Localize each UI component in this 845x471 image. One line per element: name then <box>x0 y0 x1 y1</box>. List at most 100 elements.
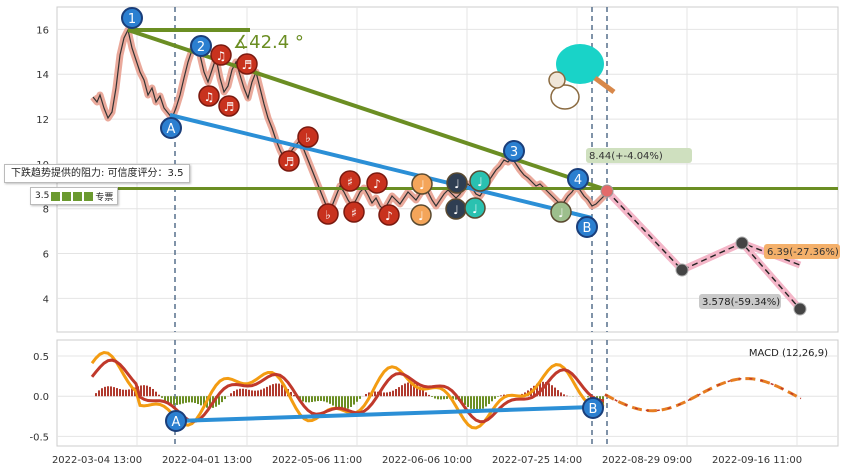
macd-histogram-bar <box>194 396 196 403</box>
macd-histogram-bar <box>182 396 184 404</box>
macd-histogram-bar <box>407 382 409 397</box>
macd-histogram-bar <box>404 383 406 397</box>
macd-histogram-bar <box>488 396 490 404</box>
note-marker-glyph: ♩ <box>472 202 478 216</box>
note-marker-icon <box>411 173 433 195</box>
note-marker-glyph: ♬ <box>242 58 253 72</box>
macd-histogram-bar <box>560 392 562 397</box>
macd-histogram-bar <box>389 391 391 397</box>
note-marker-icon <box>278 150 300 172</box>
macd-wave-label <box>582 397 604 419</box>
macd-histogram-bar <box>422 389 424 397</box>
macd-histogram-bar <box>446 396 448 399</box>
note-marker-icon <box>366 172 388 194</box>
macd-histogram-bar <box>476 396 478 411</box>
note-marker-glyph: ♫ <box>216 49 227 63</box>
macd-y-tick-label: -0.5 <box>29 432 49 443</box>
macd-histogram-bar <box>320 396 322 401</box>
macd-histogram-bar <box>233 391 235 397</box>
macd-histogram-bar <box>179 396 181 405</box>
macd-histogram-bar <box>587 396 589 398</box>
macd-histogram-bar <box>473 396 475 411</box>
macd-histogram-bar <box>113 387 115 397</box>
macd-histogram-bar <box>116 388 118 397</box>
macd-histogram-bar <box>443 396 445 400</box>
fan-handle-icon <box>593 75 616 95</box>
y-tick-label: 4 <box>43 294 49 305</box>
macd-histogram-bar <box>347 396 349 409</box>
macd-histogram-bar <box>545 382 547 397</box>
macd-histogram-bar <box>101 388 103 397</box>
projection-callout <box>699 294 781 309</box>
note-marker-glyph: ♩ <box>419 178 425 192</box>
projection-callout <box>764 244 840 259</box>
macd-histogram-bar <box>341 396 343 410</box>
macd-histogram-bar <box>419 386 421 397</box>
macd-histogram-bar <box>338 396 340 409</box>
macd-histogram-bar <box>173 396 175 405</box>
projection-callout <box>586 148 692 163</box>
macd-histogram-bar <box>185 396 187 403</box>
macd-histogram-bar <box>491 396 493 402</box>
y-tick-label: 12 <box>36 115 49 126</box>
macd-wave-label-text: A <box>172 415 181 430</box>
macd-histogram-bar <box>500 395 502 397</box>
macd-histogram-bar <box>290 391 292 397</box>
fan-icon <box>556 44 604 84</box>
macd-histogram-bar <box>302 396 304 402</box>
macd-histogram-bar <box>434 396 436 399</box>
note-marker-icon <box>236 53 258 75</box>
macd-histogram-bar <box>461 396 463 403</box>
wave-label <box>576 216 598 238</box>
macd-histogram-bar <box>176 396 178 405</box>
macd-histogram-bar <box>218 396 220 405</box>
projection-point <box>675 263 689 277</box>
macd-histogram-bar <box>242 388 244 397</box>
macd-histogram-bar <box>428 394 430 397</box>
note-marker-icon <box>446 172 468 194</box>
macd-histogram-bar <box>272 384 274 397</box>
macd-histogram-bar <box>554 387 556 397</box>
note-marker-glyph: ♪ <box>385 209 393 223</box>
macd-histogram-bar <box>107 386 109 397</box>
note-marker-icon <box>297 126 319 148</box>
macd-title: MACD (12,26,9) <box>749 348 828 359</box>
macd-histogram-bar <box>380 392 382 397</box>
macd-histogram-bar <box>221 396 223 403</box>
note-marker-glyph: ♫ <box>204 90 215 104</box>
macd-histogram-bar <box>326 396 328 403</box>
note-marker-icon <box>378 204 400 226</box>
macd-histogram-bar <box>497 396 499 397</box>
macd-histogram-bar <box>365 393 367 397</box>
x-tick-label: 2022-04-01 13:00 <box>162 455 252 466</box>
note-marker-icon <box>464 197 486 219</box>
macd-histogram-bar <box>164 396 166 401</box>
macd-histogram-bar <box>278 383 280 397</box>
macd-histogram-bar <box>275 383 277 397</box>
macd-histogram-bar <box>254 390 256 397</box>
macd-histogram-bar <box>281 384 283 397</box>
macd-histogram-bar <box>425 392 427 397</box>
macd-histogram-bar <box>503 394 505 397</box>
rating-star-icon <box>62 191 72 201</box>
rating-suffix: 专票 <box>95 192 114 203</box>
macd-histogram-bar <box>479 396 481 410</box>
macd-histogram-bar <box>197 396 199 405</box>
wave-label <box>190 35 212 57</box>
note-marker-icon <box>343 201 365 223</box>
macd-histogram-bar <box>236 389 238 397</box>
macd-histogram-bar <box>356 396 358 402</box>
macd-histogram-bar <box>353 396 355 405</box>
macd-histogram-bar <box>413 382 415 397</box>
macd-histogram-bar <box>161 396 163 398</box>
macd-histogram-bar <box>308 396 310 403</box>
macd-histogram-bar <box>98 390 100 397</box>
macd-histogram-bar <box>293 394 295 397</box>
macd-histogram-bar <box>470 396 472 409</box>
macd-histogram-bar <box>155 391 157 397</box>
macd-histogram-bar <box>239 388 241 397</box>
x-tick-label: 2022-05-06 11:00 <box>272 455 362 466</box>
macd-histogram-bar <box>383 392 385 397</box>
rating-star-icon <box>51 191 61 201</box>
macd-histogram-bar <box>191 396 193 403</box>
